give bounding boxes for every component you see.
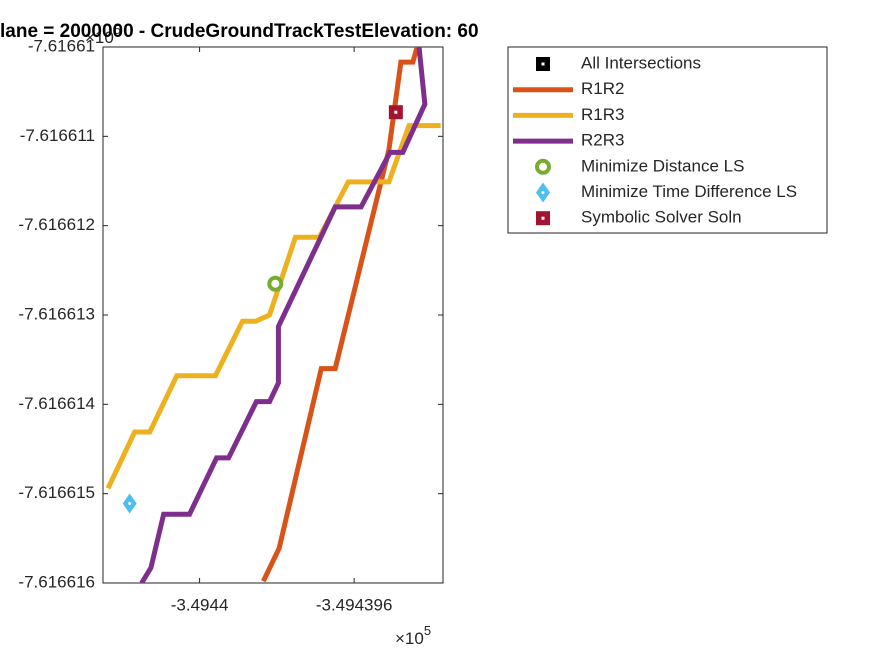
axes-box	[102, 46, 444, 584]
axes: -7.61661 -7.616611 -7.616612 -7.616613 -7.61…	[18, 36, 443, 614]
marker-shape	[535, 158, 551, 175]
y-tick-label: -7.616612	[18, 215, 95, 234]
y-multiplier-base: ×10	[85, 28, 114, 47]
legend-label: Symbolic Solver Soln	[581, 208, 742, 227]
marker-dot	[394, 110, 398, 114]
x-multiplier-base: ×10	[395, 629, 424, 648]
x-multiplier-exponent: 5	[424, 623, 431, 638]
legend-label: All Intersections	[581, 53, 701, 72]
y-tick-label: -7.61661	[28, 36, 95, 55]
marker	[536, 182, 550, 203]
marker	[536, 211, 550, 226]
marker	[122, 493, 137, 514]
series-line	[261, 47, 420, 583]
x-tick-label: -3.4944	[171, 595, 229, 614]
x-multiplier: ×105	[395, 623, 431, 648]
marker	[388, 105, 403, 120]
y-multiplier-exponent: 5	[114, 22, 121, 37]
marker-dot	[541, 191, 545, 194]
y-tick-label: -7.616611	[20, 126, 95, 145]
legend-label: R1R2	[581, 79, 624, 98]
marker-dot	[128, 501, 132, 505]
y-multiplier: ×105	[85, 22, 121, 47]
legend-label: R1R3	[581, 105, 624, 124]
marker	[536, 57, 550, 71]
marker	[535, 158, 551, 175]
series-line	[139, 47, 428, 583]
marker-dot	[541, 216, 545, 220]
y-tick-label: -7.616614	[18, 394, 95, 413]
legend-label: R2R3	[581, 131, 624, 150]
chart-title: lane = 2000000 - CrudeGroundTrackTestEle…	[0, 21, 479, 42]
legend-label: Minimize Distance LS	[581, 156, 744, 175]
legend: All Intersections R1R2 R1R3 R2R3 Minimize Di…	[513, 53, 797, 227]
marker	[267, 275, 284, 292]
marker-dot	[541, 62, 545, 66]
y-tick-label: -7.616613	[18, 304, 95, 323]
y-tick-label: -7.616615	[18, 483, 95, 502]
x-tick-label: -3.494396	[316, 595, 393, 614]
legend-label: Minimize Time Difference LS	[581, 182, 797, 201]
marker-shape	[267, 275, 284, 292]
y-tick-label: -7.616616	[18, 572, 95, 591]
series-line	[105, 123, 441, 490]
plot-area	[105, 47, 441, 583]
